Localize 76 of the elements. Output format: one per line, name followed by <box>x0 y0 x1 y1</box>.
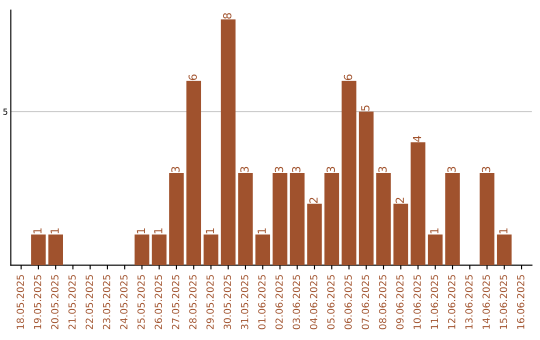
bar <box>324 173 340 266</box>
x-tick-label: 31.05.2025 <box>240 275 248 330</box>
bar <box>220 19 236 266</box>
x-tick-label: 09.06.2025 <box>396 275 404 330</box>
data-label: 6 <box>188 74 197 80</box>
bar <box>255 234 270 266</box>
data-label: 5 <box>361 105 370 111</box>
data-label: 1 <box>50 228 59 234</box>
x-tick-label: 04.06.2025 <box>310 275 318 330</box>
bar <box>186 80 202 266</box>
bar <box>410 142 426 266</box>
bar <box>496 234 512 266</box>
x-tick-label: 26.05.2025 <box>154 275 162 330</box>
x-tick-label: 29.05.2025 <box>206 275 214 330</box>
bar <box>272 173 288 266</box>
x-tick-label: 30.05.2025 <box>224 275 232 330</box>
bar <box>342 80 356 266</box>
data-label: 1 <box>499 228 508 234</box>
data-label: 4 <box>412 136 422 142</box>
x-tick-label: 20.05.2025 <box>51 275 58 330</box>
bar <box>307 204 322 266</box>
x-tick-label: 06.06.2025 <box>344 275 352 330</box>
x-tick-label: 11.06.2025 <box>430 275 438 329</box>
x-tick-label: 14.06.2025 <box>482 275 490 329</box>
x-tick-label: 24.05.2025 <box>120 275 128 330</box>
bar <box>238 173 253 266</box>
data-label: 3 <box>274 166 284 172</box>
x-tick-label: 02.06.2025 <box>275 275 283 330</box>
data-label: 1 <box>33 228 42 234</box>
x-tick-label: 15.06.2025 <box>500 275 508 329</box>
x-tick-label: 21.05.2025 <box>68 275 76 330</box>
x-tick-label: 01.06.2025 <box>258 275 266 330</box>
bar <box>31 234 46 266</box>
bar <box>134 234 150 266</box>
bar <box>204 234 218 266</box>
data-label: 3 <box>326 166 335 172</box>
data-label: 3 <box>378 166 387 172</box>
bar <box>358 112 374 266</box>
x-tick-label: 03.06.2025 <box>292 275 300 330</box>
x-tick-label: 12.06.2025 <box>448 275 456 329</box>
x-tick-label: 25.05.2025 <box>137 275 145 330</box>
bar <box>393 204 408 266</box>
x-tick-label: 16.06.2025 <box>517 275 524 329</box>
data-label: 3 <box>482 166 490 172</box>
x-tick-label: 08.06.2025 <box>378 275 386 330</box>
data-label: 3 <box>240 166 249 172</box>
bar <box>428 234 443 266</box>
bar <box>169 173 184 266</box>
data-label: 6 <box>344 74 352 80</box>
bar <box>290 173 305 266</box>
bar <box>445 173 460 266</box>
data-label: 1 <box>430 228 438 234</box>
bar <box>152 234 167 266</box>
data-label: 3 <box>292 166 300 172</box>
x-tick-label: 28.05.2025 <box>189 275 197 330</box>
x-tick-label: 27.05.2025 <box>172 275 180 330</box>
data-label: 1 <box>136 228 146 234</box>
data-label: 1 <box>154 228 162 234</box>
bar <box>376 173 391 266</box>
x-tick-label: 07.06.2025 <box>362 275 370 330</box>
data-label: 3 <box>447 166 456 172</box>
data-label: 2 <box>396 198 404 203</box>
x-tick-label: 10.06.2025 <box>413 275 421 329</box>
bar <box>480 173 494 266</box>
x-tick-label: 18.05.2025 <box>16 275 24 329</box>
x-tick-label: 19.05.2025 <box>34 275 42 329</box>
data-label: 8 <box>223 13 232 19</box>
data-label: 3 <box>171 166 180 172</box>
x-tick-label: 05.06.2025 <box>327 275 335 330</box>
x-tick-label: 22.05.2025 <box>86 275 93 330</box>
x-tick-label: 13.06.2025 <box>465 275 473 329</box>
data-label: 2 <box>309 198 318 203</box>
bar <box>48 234 63 266</box>
data-label: 1 <box>206 228 214 234</box>
data-label: 1 <box>258 228 266 234</box>
x-tick-label: 23.05.2025 <box>102 275 110 330</box>
